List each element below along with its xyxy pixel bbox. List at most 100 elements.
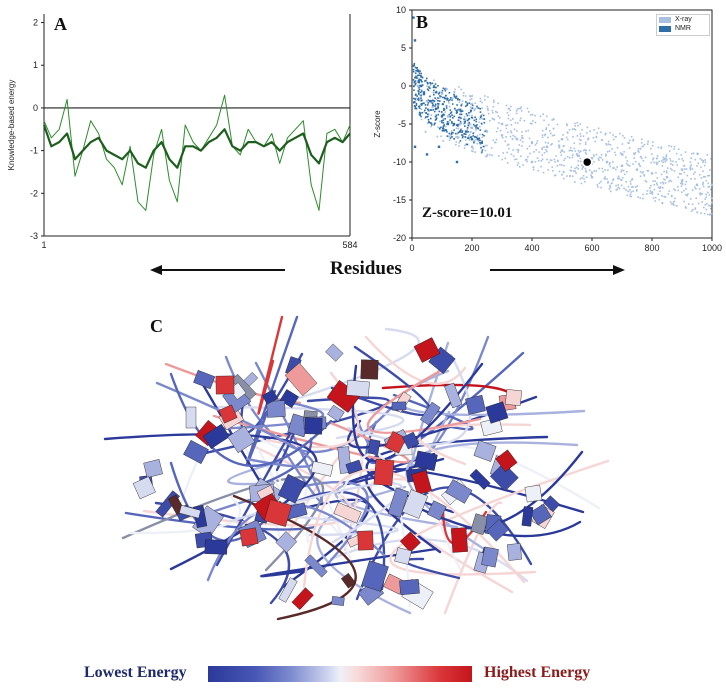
nmr-point	[476, 105, 478, 108]
xray-point	[518, 107, 520, 110]
nmr-point	[418, 105, 421, 107]
nmr-point	[427, 118, 430, 121]
nmr-point	[434, 122, 436, 125]
xray-point	[432, 105, 435, 108]
nmr-point	[422, 102, 424, 105]
xray-point	[453, 91, 455, 93]
xray-point	[685, 180, 688, 183]
nmr-point	[437, 103, 440, 105]
nmr-point	[442, 96, 444, 99]
nmr-point	[441, 89, 444, 92]
xray-point	[663, 170, 665, 173]
xray-point	[462, 122, 465, 125]
xray-point	[661, 165, 664, 167]
xray-point	[579, 150, 582, 153]
nmr-series-point	[446, 122, 450, 126]
xray-point	[474, 102, 476, 105]
xray-point	[462, 92, 465, 94]
xray-point	[680, 191, 683, 193]
nmr-point	[480, 122, 483, 125]
xray-point	[522, 137, 524, 139]
xray-point	[646, 193, 648, 195]
nmr-point	[483, 121, 486, 124]
xray-point	[705, 179, 708, 182]
xray-point	[479, 97, 482, 100]
xray-point	[566, 123, 568, 125]
xray-point	[510, 153, 513, 156]
xray-point	[489, 153, 491, 156]
xray-point	[466, 128, 469, 130]
xray-point	[690, 210, 693, 212]
xray-point	[612, 178, 615, 181]
nmr-point	[459, 110, 461, 112]
xray-point	[464, 144, 466, 147]
nmr-point	[453, 95, 456, 97]
xray-point	[464, 118, 467, 121]
x-tick-label: 584	[342, 240, 357, 250]
xray-series-point	[560, 149, 564, 152]
nmr-point	[414, 94, 417, 96]
y-tick-label: 5	[401, 43, 406, 53]
xray-point	[600, 180, 602, 183]
nmr-point	[418, 79, 421, 81]
nmr-point	[434, 115, 437, 118]
xray-point	[556, 123, 559, 126]
xray-point	[571, 150, 573, 152]
xray-point	[531, 140, 533, 143]
ribbon-segment	[310, 460, 334, 477]
xray-point	[566, 138, 569, 141]
xray-point	[495, 130, 498, 133]
xray-point	[631, 186, 633, 189]
xray-point	[478, 125, 481, 128]
nmr-series-point	[428, 100, 432, 103]
xray-point	[600, 186, 602, 189]
nmr-point	[474, 116, 476, 119]
xray-point	[627, 141, 629, 144]
y-tick-label: -1	[30, 146, 38, 156]
nmr-point	[455, 97, 457, 100]
xray-point	[598, 159, 600, 162]
xray-point	[486, 105, 489, 108]
xray-point	[427, 113, 430, 115]
xray-point	[668, 190, 671, 192]
ribbon-segment	[469, 468, 491, 490]
xray-point	[486, 154, 489, 156]
xray-series-point	[416, 84, 420, 88]
xray-point	[598, 182, 601, 185]
residues-axis-label: Residues	[330, 258, 402, 279]
xray-point	[556, 165, 559, 167]
xray-series-point	[440, 92, 444, 95]
xray-point	[665, 170, 668, 172]
xray-point	[643, 173, 646, 176]
xray-point	[507, 131, 509, 134]
xray-point	[510, 131, 513, 134]
xray-point	[638, 151, 640, 153]
xray-point	[689, 168, 692, 171]
xray-point	[686, 194, 688, 197]
xray-point	[614, 135, 617, 138]
xray-series-point	[680, 168, 684, 171]
xray-point	[623, 187, 625, 190]
xray-point	[677, 176, 679, 179]
xray-point	[703, 206, 705, 209]
xray-point	[708, 174, 711, 177]
xray-point	[547, 123, 550, 126]
xray-point	[535, 142, 538, 144]
xray-point	[568, 157, 571, 159]
xray-point	[662, 182, 665, 185]
xray-point	[565, 136, 568, 139]
xray-point	[664, 178, 666, 181]
xray-point	[595, 153, 598, 156]
xray-point	[546, 158, 548, 161]
nmr-series-point	[416, 69, 420, 72]
xray-point	[635, 186, 637, 188]
nmr-point	[440, 95, 442, 98]
xray-point	[638, 163, 641, 166]
xray-point	[527, 129, 530, 132]
xray-point	[464, 139, 467, 141]
xray-point	[614, 151, 616, 154]
nmr-point	[420, 76, 422, 78]
xray-point	[684, 206, 687, 208]
xray-point	[484, 99, 486, 101]
xray-point	[651, 193, 654, 195]
